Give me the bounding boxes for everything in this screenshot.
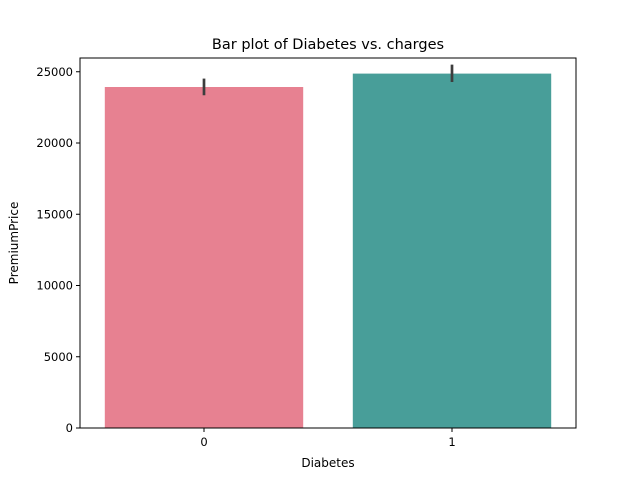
chart-title: Bar plot of Diabetes vs. charges — [212, 37, 444, 53]
y-tick-label: 20000 — [36, 136, 73, 150]
y-tick-label: 5000 — [44, 350, 73, 364]
y-tick-label: 25000 — [36, 65, 73, 79]
y-tick-label: 15000 — [36, 207, 73, 221]
bars-layer — [104, 73, 552, 428]
y-tick-label: 0 — [66, 421, 73, 435]
error-bars-layer — [202, 64, 454, 96]
y-axis-label: PremiumPrice — [7, 202, 21, 285]
bar-1 — [352, 73, 552, 428]
x-tick-label-1: 1 — [448, 435, 455, 449]
bar-0 — [104, 86, 304, 428]
x-axis-label: Diabetes — [301, 456, 354, 470]
x-tick-label-0: 0 — [200, 435, 207, 449]
y-tick-label: 10000 — [36, 279, 73, 293]
y-axis-ticks: 0 5000 10000 15000 20000 25000 — [36, 65, 80, 435]
plot-area-frame — [79, 57, 577, 429]
